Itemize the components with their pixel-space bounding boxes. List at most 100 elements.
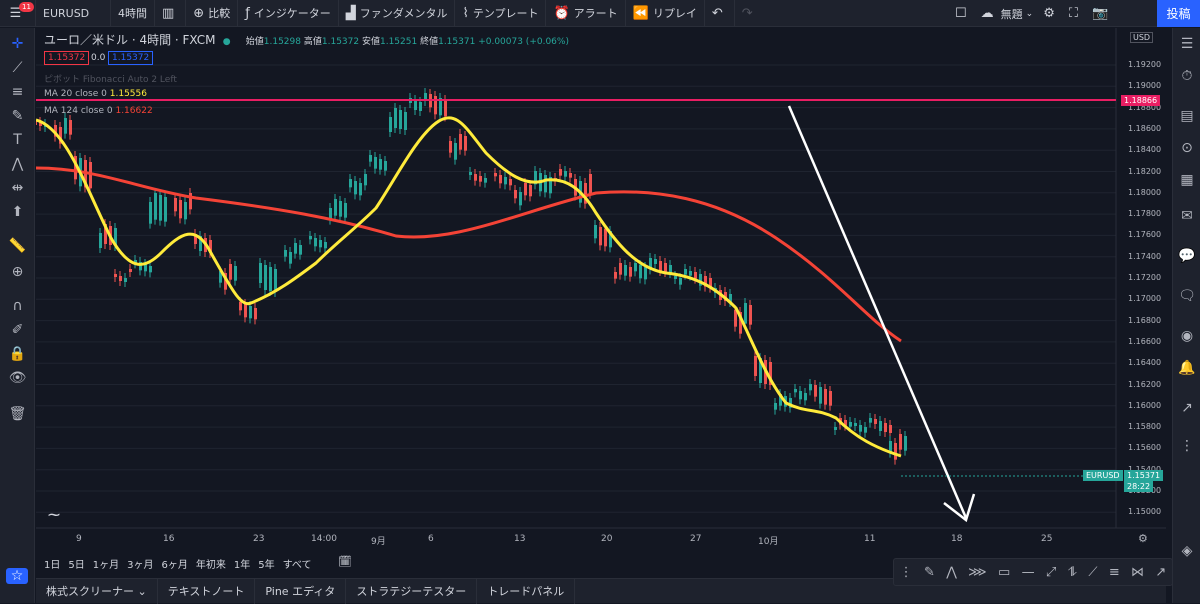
fib-icon[interactable]: ≡ bbox=[11, 84, 24, 100]
bottom-tab[interactable]: トレードパネル bbox=[477, 578, 576, 604]
ma20-indicator[interactable]: MA 20 close 0 1.15556 bbox=[44, 89, 147, 99]
pattern-icon[interactable]: ⋀ bbox=[11, 156, 24, 172]
price-tick-label: 1.16000 bbox=[1128, 400, 1162, 410]
range-button[interactable]: 1年 bbox=[233, 560, 251, 571]
candle-body bbox=[604, 229, 607, 247]
xabcd-pattern-icon[interactable]: ⋈ bbox=[1131, 564, 1145, 580]
compare-button[interactable]: ⊕ 比較 bbox=[186, 0, 239, 27]
calendar-icon[interactable]: ▦ bbox=[1180, 172, 1194, 188]
zoom-in-icon[interactable]: ⊕ bbox=[11, 264, 24, 280]
eye-icon[interactable]: 👁 bbox=[8, 370, 27, 386]
chat-icon[interactable]: 💬 bbox=[1178, 248, 1196, 264]
range-button[interactable]: 3ヶ月 bbox=[127, 560, 154, 571]
arrow-tool-icon[interactable]: ↗ bbox=[1155, 564, 1167, 580]
brush-icon[interactable]: ✎ bbox=[923, 564, 935, 580]
trend-line-icon[interactable]: ⟋ bbox=[12, 60, 23, 76]
candle-body bbox=[39, 122, 42, 126]
menu-button[interactable]: ☰ 11 bbox=[0, 0, 36, 27]
candle-body bbox=[619, 263, 622, 275]
trend-line-icon[interactable]: ⟋ bbox=[1088, 564, 1098, 580]
brush-icon[interactable]: ✎ bbox=[11, 108, 24, 124]
layers-icon[interactable]: ◈ bbox=[1181, 543, 1193, 559]
range-button[interactable]: すべて bbox=[282, 560, 312, 571]
candle-body bbox=[474, 174, 477, 181]
alerts-clock-icon[interactable]: ⏱ bbox=[1181, 68, 1193, 84]
sell-price-box[interactable]: 1.15372 bbox=[44, 51, 90, 65]
star-icon[interactable]: ☆ bbox=[6, 568, 28, 584]
layout-button[interactable]: ☁ 無題 ⌄ bbox=[981, 6, 1034, 22]
text-icon[interactable]: T bbox=[13, 132, 22, 148]
chart-legend: ユーロ／米ドル · 4時間 · FXCM ● 始値1.15298 高値1.153… bbox=[44, 31, 569, 48]
trash-icon[interactable]: 🗑 bbox=[8, 406, 27, 422]
range-button[interactable]: 5日 bbox=[68, 560, 85, 571]
post-button[interactable]: 投稿 bbox=[1157, 0, 1200, 27]
dom-icon[interactable]: ⋮ bbox=[1180, 438, 1194, 454]
gear-icon[interactable]: ⚙ bbox=[1043, 6, 1055, 21]
top-toolbar: ☰ 11 EURUSD 4時間 ▥ ⊕ 比較 ƒ インジケーター ▟ ファンダメンタル… bbox=[0, 0, 1200, 27]
candle-body bbox=[234, 266, 237, 281]
pattern-icon[interactable]: ⋀ bbox=[946, 564, 957, 580]
time-tick-label: 6 bbox=[428, 534, 434, 544]
trading-icon[interactable]: ↗ bbox=[1181, 400, 1193, 416]
lock-icon[interactable]: 🔒 bbox=[8, 346, 27, 362]
pivot-indicator-label[interactable]: ピボット Fibonacci Auto 2 Left bbox=[44, 75, 177, 85]
lock-drawing-icon[interactable]: ✐ bbox=[11, 322, 24, 338]
path-icon[interactable]: ⥮ bbox=[1067, 564, 1078, 580]
drag-handle-icon[interactable]: ⋮ bbox=[899, 564, 913, 580]
range-button[interactable]: 1ヶ月 bbox=[92, 560, 120, 571]
axis-settings-icon[interactable]: ⚙ bbox=[1138, 532, 1148, 545]
ruler-icon[interactable]: 📏 bbox=[8, 238, 27, 254]
hotlist-icon[interactable]: ⊙ bbox=[1181, 140, 1193, 156]
candle-body bbox=[634, 263, 637, 272]
symbol-search[interactable]: EURUSD bbox=[36, 0, 111, 27]
camera-icon[interactable]: 📷 bbox=[1091, 6, 1109, 21]
buy-price-box[interactable]: 1.15372 bbox=[108, 51, 154, 65]
news-icon[interactable]: ▤ bbox=[1180, 108, 1194, 124]
elliott-wave-icon[interactable]: ⋙ bbox=[968, 564, 987, 580]
fullscreen-square-icon[interactable]: ☐ bbox=[955, 6, 967, 21]
horizontal-line-icon[interactable]: — bbox=[1021, 564, 1035, 580]
ideas-icon[interactable]: ✉ bbox=[1181, 208, 1193, 224]
prediction-icon[interactable]: ⇹ bbox=[11, 180, 24, 196]
fullscreen-icon[interactable]: ⛶ bbox=[1068, 6, 1078, 21]
chart-type-button[interactable]: ▥ bbox=[155, 0, 187, 27]
price-chart[interactable] bbox=[36, 28, 1166, 548]
range-button[interactable]: 1日 bbox=[44, 560, 61, 571]
currency-selector[interactable]: USD bbox=[1130, 32, 1154, 43]
range-button[interactable]: 6ヶ月 bbox=[161, 560, 188, 571]
time-tick-label: 14:00 bbox=[311, 534, 337, 544]
alert-button[interactable]: ⏰ アラート bbox=[546, 0, 626, 27]
ma124-indicator[interactable]: MA 124 close 0 1.16622 bbox=[44, 106, 153, 116]
fundamentals-button[interactable]: ▟ ファンダメンタル bbox=[339, 0, 456, 27]
rectangle-icon[interactable]: ▭ bbox=[997, 564, 1011, 580]
bottom-tab[interactable]: 株式スクリーナー ⌄ bbox=[36, 578, 158, 604]
notification-bell-icon[interactable]: 🔔 bbox=[1178, 360, 1196, 376]
candle-body bbox=[729, 294, 732, 302]
templates-button[interactable]: ⌇ テンプレート bbox=[455, 0, 547, 27]
arrow-up-icon[interactable]: ⬆ bbox=[11, 204, 24, 220]
fundamentals-label: ファンダメンタル bbox=[359, 7, 448, 20]
crosshair-icon[interactable]: ✛ bbox=[11, 36, 24, 52]
magnet-icon[interactable]: ∩ bbox=[12, 298, 23, 314]
bottom-tab[interactable]: Pine エディタ bbox=[255, 578, 347, 604]
time-tick-label: 23 bbox=[253, 534, 265, 544]
candle-body bbox=[519, 192, 522, 206]
live-icon[interactable]: ◉ bbox=[1180, 328, 1194, 344]
messages-icon[interactable]: 🗨 bbox=[1178, 288, 1196, 304]
watchlist-icon[interactable]: ☰ bbox=[1180, 36, 1194, 52]
bottom-tab[interactable]: テキストノート bbox=[158, 578, 256, 604]
candle-body bbox=[479, 176, 482, 182]
replay-button[interactable]: ⏪ リプレイ bbox=[626, 0, 705, 27]
range-button[interactable]: 5年 bbox=[258, 560, 275, 571]
date-range-icon[interactable]: 🗓 bbox=[338, 555, 352, 568]
fib-retracement-icon[interactable]: ≡ bbox=[1108, 564, 1120, 580]
spread-value: 0.0 bbox=[91, 53, 106, 63]
bottom-tab[interactable]: ストラテジーテスター bbox=[346, 578, 478, 604]
undo-button[interactable]: ↶ bbox=[705, 0, 735, 27]
candle-body bbox=[599, 227, 602, 246]
redo-button[interactable]: ↷ bbox=[735, 0, 764, 27]
indicators-button[interactable]: ƒ インジケーター bbox=[238, 0, 339, 27]
interval-button[interactable]: 4時間 bbox=[111, 0, 155, 27]
range-button[interactable]: 年初来 bbox=[195, 560, 226, 571]
ray-icon[interactable]: ⤢ bbox=[1045, 564, 1057, 580]
